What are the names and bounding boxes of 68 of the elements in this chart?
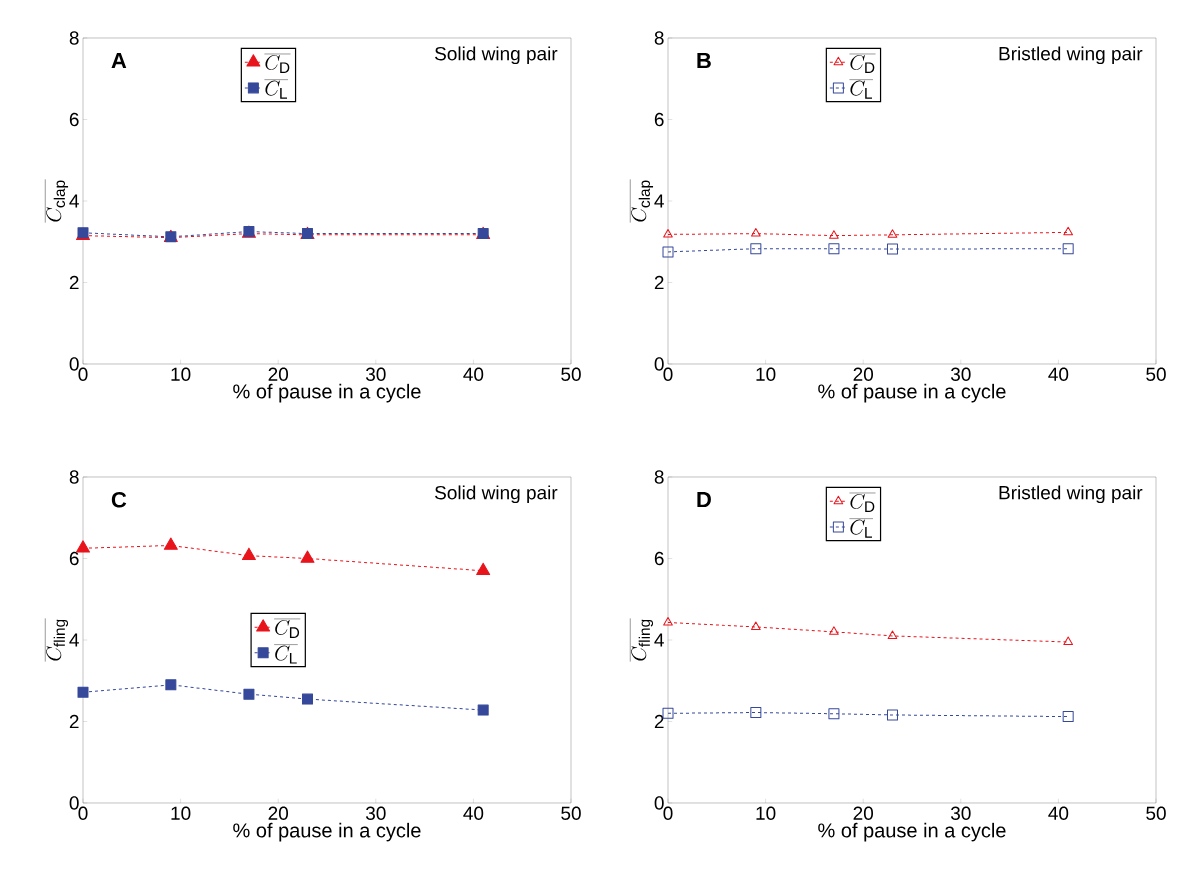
y-tick-label: 8 <box>69 470 79 484</box>
legend-label: $\overline{C_{\mathrm{L}}}$ <box>849 79 873 99</box>
legend-label: $\overline{C_{\mathrm{L}}}$ <box>849 518 873 538</box>
x-tick-label: 20 <box>268 806 289 820</box>
x-tick-label: 10 <box>756 367 776 381</box>
x-axis-title: % of pause in a cycle <box>233 383 421 403</box>
annotation: Solid wing pair <box>435 485 558 504</box>
y-tick-label: 0 <box>69 357 79 371</box>
x-tick-label: 20 <box>853 806 874 820</box>
x-tick-label: 40 <box>1048 806 1069 820</box>
y-tick-label: 2 <box>69 714 79 729</box>
y-axis-title: $\overline{C_{\mathrm{fling}}}$ <box>45 618 69 662</box>
y-axis-title: $\overline{C_{\mathrm{clap}}}$ <box>45 179 69 223</box>
annotation: Bristled wing pair <box>999 46 1143 65</box>
x-tick-label: 0 <box>663 806 673 820</box>
legend-label: $\overline{C_{\mathrm{D}}}$ <box>274 618 301 638</box>
y-tick-label: 8 <box>69 31 79 45</box>
text: B <box>697 52 711 69</box>
text: D <box>697 491 711 508</box>
legend-label: $\overline{C_{\mathrm{L}}}$ <box>274 644 298 664</box>
y-axis-title: $\overline{C_{\mathrm{fling}}}$ <box>630 618 654 662</box>
y-tick-label: 4 <box>69 633 79 647</box>
y-axis-title: $\overline{C_{\mathrm{clap}}}$ <box>630 179 654 223</box>
legend-label: $\overline{C_{\mathrm{L}}}$ <box>264 79 288 99</box>
x-tick-label: 10 <box>171 367 191 381</box>
y-tick-label: 2 <box>69 275 79 290</box>
x-tick-label: 20 <box>268 367 289 381</box>
x-tick-label: 40 <box>463 806 484 820</box>
text: A <box>111 52 127 69</box>
text: C <box>111 491 127 508</box>
x-axis-title: % of pause in a cycle <box>818 822 1006 842</box>
y-tick-label: 8 <box>654 470 664 484</box>
x-tick-label: 30 <box>950 806 971 820</box>
x-axis-title: % of pause in a cycle <box>818 383 1006 403</box>
x-tick-label: 0 <box>78 367 88 381</box>
x-tick-label: 10 <box>171 806 191 820</box>
y-tick-label: 0 <box>69 796 79 810</box>
x-tick-label: 10 <box>756 806 776 820</box>
y-tick-label: 4 <box>69 194 79 208</box>
y-tick-label: 6 <box>69 551 79 566</box>
y-tick-label: 8 <box>654 31 664 45</box>
x-tick-label: 50 <box>1146 367 1166 381</box>
y-tick-label: 6 <box>654 112 664 127</box>
x-tick-label: 50 <box>1146 806 1166 820</box>
x-tick-label: 40 <box>1048 367 1069 381</box>
y-tick-label: 0 <box>654 796 664 810</box>
y-tick-label: 6 <box>69 112 79 127</box>
legend-label: $\overline{C_{\mathrm{D}}}$ <box>849 53 876 73</box>
x-axis-title: % of pause in a cycle <box>233 822 421 842</box>
legend-label: $\overline{C_{\mathrm{D}}}$ <box>849 492 876 512</box>
x-tick-label: 20 <box>853 367 874 381</box>
y-tick-label: 2 <box>654 275 664 290</box>
x-tick-label: 50 <box>561 806 581 820</box>
x-tick-label: 30 <box>365 806 386 820</box>
x-tick-label: 30 <box>950 367 971 381</box>
x-tick-label: 0 <box>78 806 88 820</box>
y-tick-label: 0 <box>654 357 664 371</box>
annotation: Bristled wing pair <box>999 485 1143 504</box>
x-tick-label: 50 <box>561 367 581 381</box>
x-tick-label: 30 <box>365 367 386 381</box>
y-tick-label: 6 <box>654 551 664 566</box>
legend-label: $\overline{C_{\mathrm{D}}}$ <box>264 53 291 73</box>
y-tick-label: 2 <box>654 714 664 729</box>
y-tick-label: 4 <box>654 194 664 208</box>
annotation: Solid wing pair <box>435 46 558 65</box>
x-tick-label: 0 <box>663 367 673 381</box>
x-tick-label: 40 <box>463 367 484 381</box>
y-tick-label: 4 <box>654 633 664 647</box>
